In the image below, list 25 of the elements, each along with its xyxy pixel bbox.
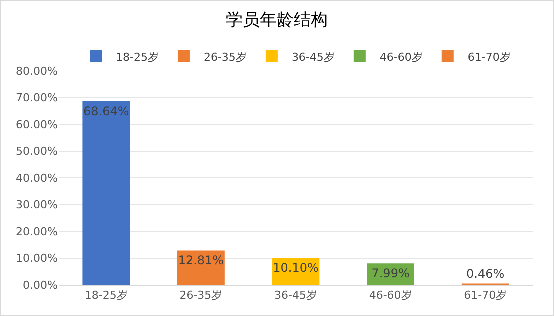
x-tick-label: 18-25岁 xyxy=(84,289,128,302)
y-tick-label: 20.00% xyxy=(16,225,58,238)
y-tick-label: 40.00% xyxy=(16,172,58,185)
legend-label: 61-70岁 xyxy=(468,50,511,64)
x-tick-label: 46-60岁 xyxy=(369,289,412,302)
data-label: 10.10% xyxy=(273,260,319,275)
y-tick-label: 70.00% xyxy=(16,92,58,105)
chart-title: 学员年龄结构 xyxy=(226,10,328,30)
data-label: 7.99% xyxy=(372,266,410,281)
legend-label: 26-35岁 xyxy=(204,50,247,64)
y-tick-label: 10.00% xyxy=(16,252,58,266)
y-tick-label: 0.00% xyxy=(23,278,58,292)
legend-label: 18-25岁 xyxy=(116,50,159,64)
x-tick-label: 36-45岁 xyxy=(274,289,318,302)
x-tick-label: 26-35岁 xyxy=(180,289,223,302)
legend-label: 36-45岁 xyxy=(292,50,335,64)
y-tick-label: 50.00% xyxy=(16,145,58,158)
data-label: 12.81% xyxy=(178,254,224,268)
x-tick-label: 61-70岁 xyxy=(464,289,508,302)
legend-label: 46-60岁 xyxy=(380,50,423,64)
y-tick-label: 60.00% xyxy=(16,118,58,132)
data-label: 68.64% xyxy=(84,104,130,118)
data-label: 0.46% xyxy=(466,266,505,281)
y-tick-label: 30.00% xyxy=(16,198,58,212)
y-tick-label: 80.00% xyxy=(16,64,58,78)
